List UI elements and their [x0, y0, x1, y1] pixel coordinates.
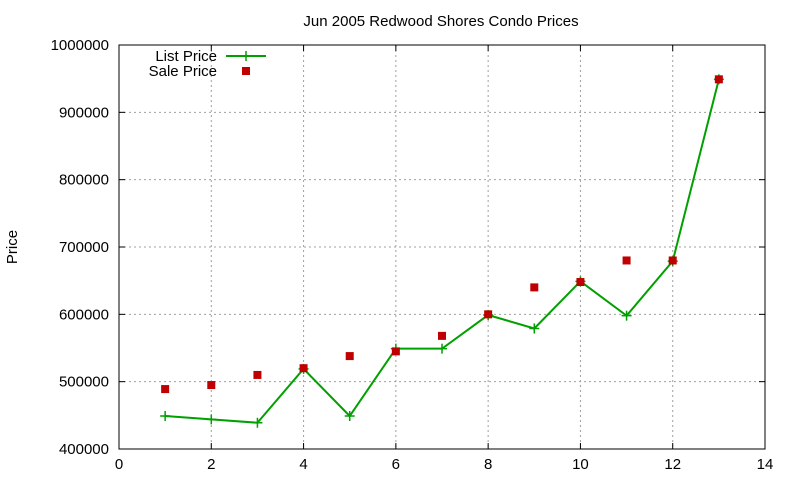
sale-price-point [207, 381, 216, 390]
y-tick-label: 800000 [59, 172, 109, 189]
y-tick-label: 700000 [59, 239, 109, 256]
y-tick-label: 600000 [59, 306, 109, 323]
x-tick-label: 0 [115, 456, 123, 473]
y-tick-label: 900000 [59, 104, 109, 121]
sale-price-point [161, 385, 170, 394]
sale-price-point [714, 75, 723, 84]
sale-price-point [438, 331, 446, 340]
list-price-point [252, 417, 263, 428]
sale-price-point [668, 256, 677, 265]
x-tick-label: 14 [757, 456, 774, 473]
x-tick-label: 10 [572, 456, 589, 473]
y-tick-label: 500000 [59, 374, 109, 391]
x-tick-label: 2 [207, 456, 215, 473]
sale-price-point [484, 310, 493, 319]
y-axis-label: Price [4, 230, 21, 264]
legend-square-sample [242, 67, 250, 75]
series-list-price [160, 74, 724, 428]
legend-cross-sample [241, 51, 251, 61]
series-layer [160, 74, 724, 428]
list-price-point [344, 411, 355, 422]
x-tick-label: 6 [392, 456, 400, 473]
sale-price-point [345, 352, 354, 361]
sale-price-point [622, 256, 631, 265]
series-sale-price [161, 75, 723, 394]
list-price-point [621, 310, 632, 321]
legend-label: List Price [155, 48, 217, 65]
chart-title: Jun 2005 Redwood Shores Condo Prices [303, 13, 578, 30]
list-price-point [160, 411, 171, 422]
list-price-point [206, 414, 217, 425]
legend-item-list-price: List Price [155, 48, 266, 65]
grid [119, 45, 765, 449]
sale-price-point [391, 347, 400, 356]
sale-price-point [530, 283, 539, 292]
y-tick-label: 400000 [59, 441, 109, 458]
x-tick-label: 12 [664, 456, 681, 473]
x-tick-label: 8 [484, 456, 492, 473]
sale-price-point [576, 278, 585, 287]
y-tick-label: 1000000 [51, 37, 109, 54]
x-tick-label: 4 [299, 456, 307, 473]
legend-label: Sale Price [149, 63, 217, 80]
list-price-point [529, 323, 540, 334]
list-price-point [437, 343, 447, 354]
sale-price-point [299, 364, 308, 373]
sale-price-point [253, 370, 262, 379]
list-price-line [165, 79, 720, 424]
axes: 0 2 4 6 8 10 12 14 400000 500000 600000 700000 80000… [51, 37, 774, 473]
legend-item-sale-price: Sale Price [149, 63, 250, 80]
